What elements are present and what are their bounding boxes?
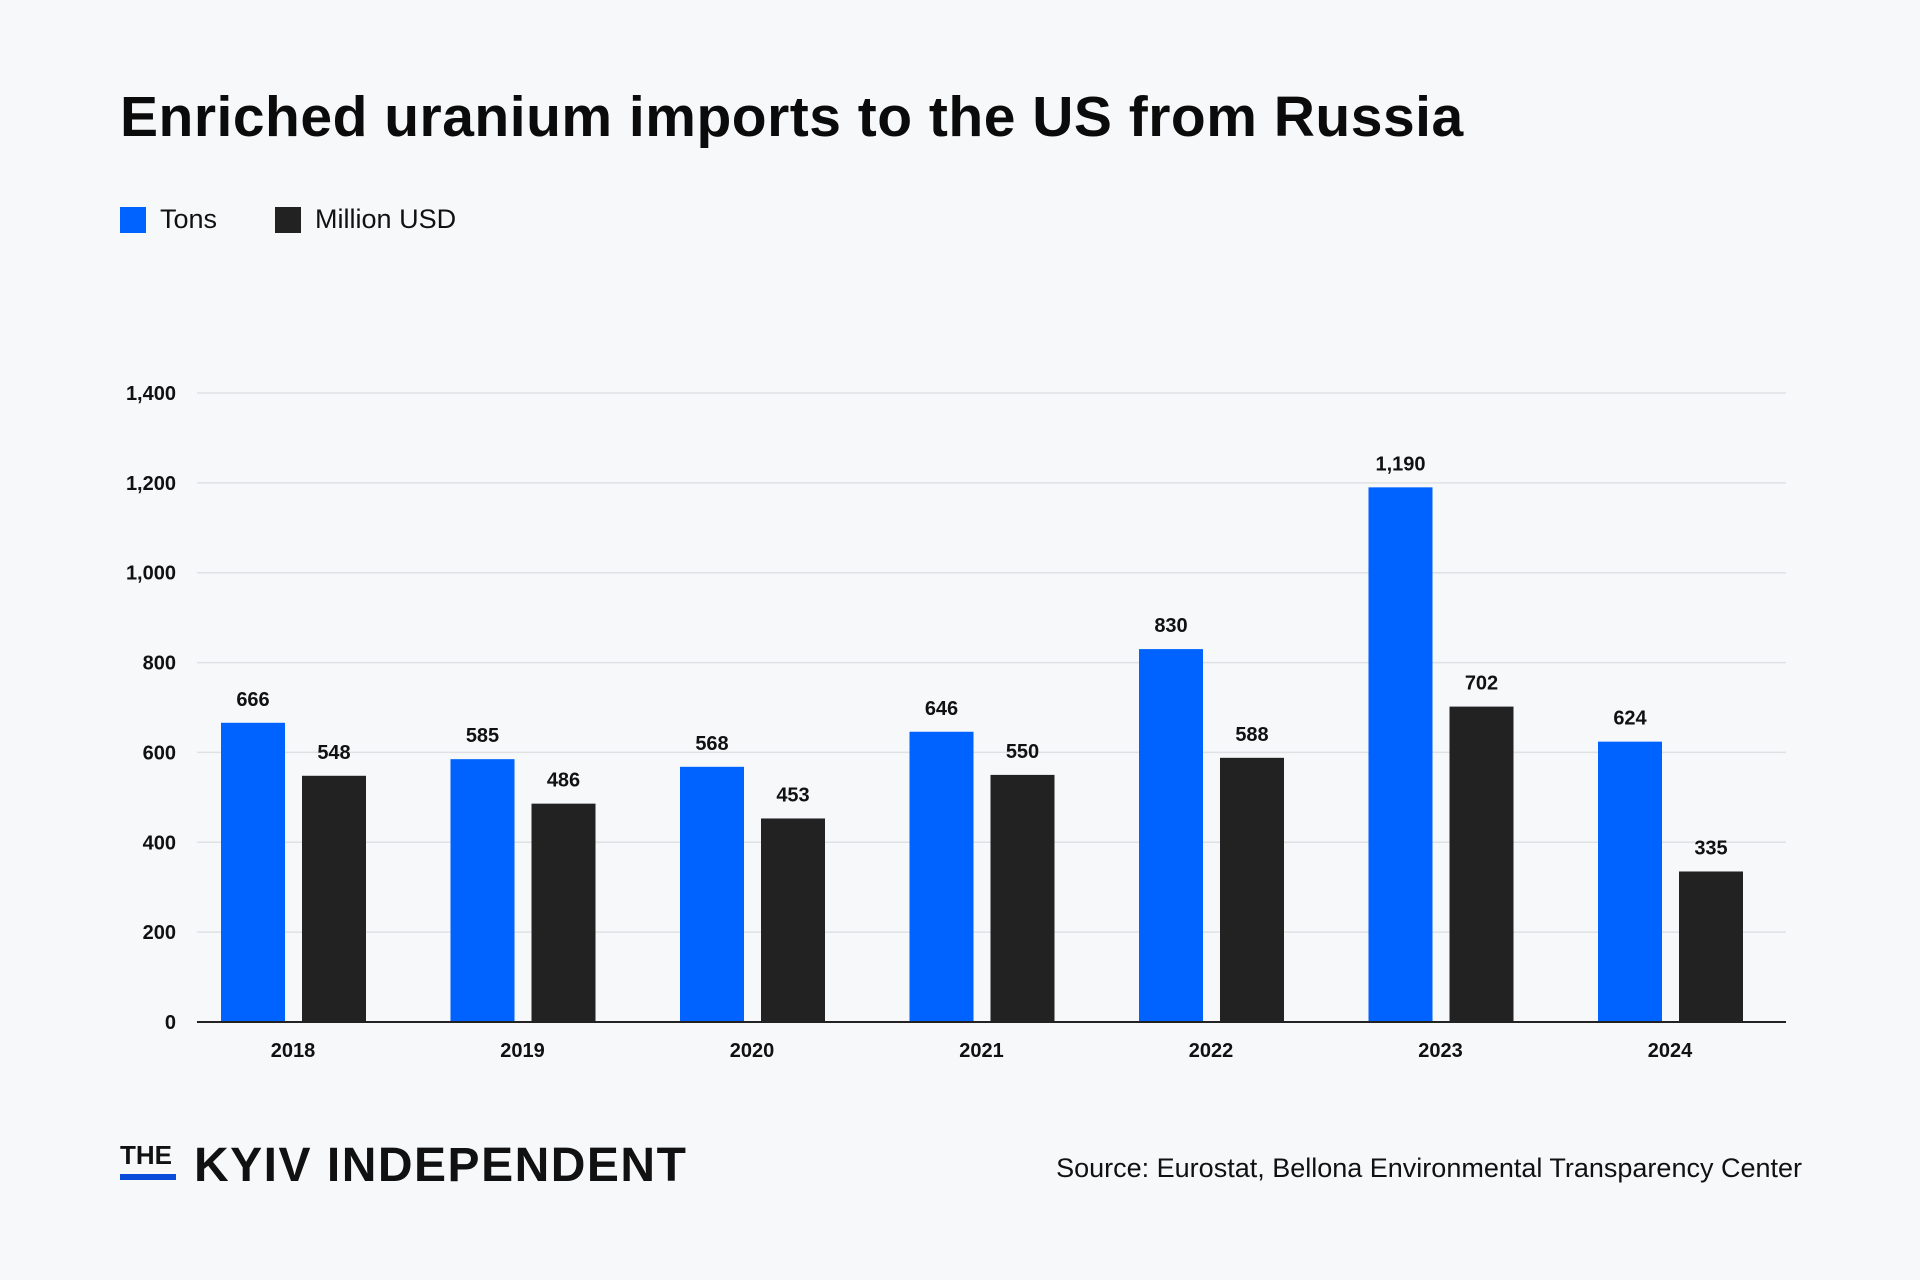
x-tick-label: 2022 xyxy=(1189,1040,1234,1062)
x-tick-label: 2019 xyxy=(500,1040,545,1062)
data-label: 335 xyxy=(1694,837,1727,859)
legend-label-tons: Tons xyxy=(160,204,218,234)
x-tick-label: 2018 xyxy=(271,1040,316,1062)
bar-tons xyxy=(1598,741,1662,1022)
legend-swatch-million-usd xyxy=(275,206,302,233)
bar-tons xyxy=(680,766,744,1022)
x-tick-label: 2023 xyxy=(1418,1040,1463,1062)
bar-million-usd xyxy=(761,818,825,1022)
bar-tons xyxy=(1139,649,1203,1022)
y-tick-label: 400 xyxy=(143,832,176,854)
data-label: 550 xyxy=(1006,741,1039,763)
data-label: 486 xyxy=(547,770,580,792)
source-note: Source: Eurostat, Bellona Environmental … xyxy=(1056,1153,1802,1183)
y-tick-label: 800 xyxy=(143,653,176,675)
legend-item-million-usd: Million USD xyxy=(275,204,456,235)
y-tick-label: 600 xyxy=(143,742,176,764)
bar-tons xyxy=(221,722,285,1022)
bar-tons xyxy=(1368,487,1433,1023)
legend: Tons Million USD xyxy=(120,204,456,235)
logo-wordmark: KYIV INDEPENDENT xyxy=(194,1139,688,1192)
legend-item-tons: Tons xyxy=(120,204,217,235)
logo-the: THE xyxy=(120,1140,172,1170)
y-tick-label: 1,400 xyxy=(126,383,176,405)
bar-chart: 0 200 400 600 800 1,000 1,200 1,400 666 548 2018 58… xyxy=(126,383,1786,1062)
y-tick-label: 1,000 xyxy=(126,563,176,585)
data-label: 624 xyxy=(1613,708,1647,730)
bar-tons xyxy=(450,759,515,1022)
bar-million-usd xyxy=(990,774,1055,1022)
bar-million-usd xyxy=(531,803,596,1022)
data-label: 646 xyxy=(925,698,958,720)
data-label: 588 xyxy=(1235,724,1268,746)
legend-label-million-usd: Million USD xyxy=(315,204,457,234)
logo-underline xyxy=(120,1174,176,1180)
data-label: 830 xyxy=(1154,615,1187,637)
y-tick-label: 0 xyxy=(165,1012,176,1034)
y-tick-label: 1,200 xyxy=(126,473,176,495)
data-label: 585 xyxy=(466,725,499,747)
bar-million-usd xyxy=(302,775,366,1022)
legend-swatch-tons xyxy=(120,206,146,233)
data-label: 666 xyxy=(236,689,269,711)
bar-tons xyxy=(909,731,974,1022)
data-label: 568 xyxy=(695,733,728,755)
bar-million-usd xyxy=(1220,757,1284,1022)
x-tick-label: 2021 xyxy=(959,1040,1004,1062)
data-label: 702 xyxy=(1465,673,1498,695)
x-tick-label: 2024 xyxy=(1648,1040,1693,1062)
y-tick-label: 200 xyxy=(143,922,176,944)
x-tick-label: 2020 xyxy=(730,1040,775,1062)
kyiv-independent-logo: THE KYIV INDEPENDENT xyxy=(120,1142,687,1190)
data-label: 1,190 xyxy=(1375,453,1425,475)
bar-million-usd xyxy=(1449,706,1514,1022)
chart-title: Enriched uranium imports to the US from … xyxy=(120,85,1464,149)
data-label: 453 xyxy=(776,784,809,806)
bar-million-usd xyxy=(1679,871,1743,1022)
data-label: 548 xyxy=(317,742,350,764)
